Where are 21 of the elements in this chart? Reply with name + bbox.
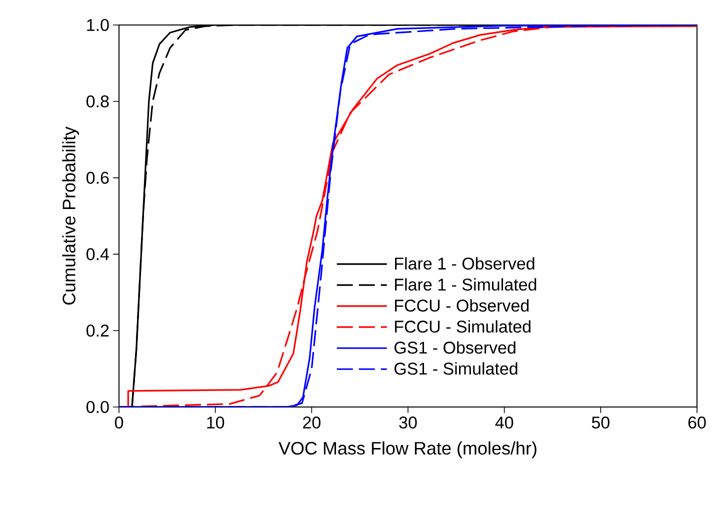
y-tick-label: 0.2 xyxy=(86,324,109,337)
legend-label: GS1 - Observed xyxy=(394,341,516,354)
legend-label: Flare 1 - Simulated xyxy=(395,278,536,291)
legend-label: FCCU - Simulated xyxy=(395,320,530,333)
x-tick-label: 60 xyxy=(688,416,706,429)
x-tick-label: 10 xyxy=(207,416,224,429)
y-tick-label: 0.4 xyxy=(86,248,109,260)
legend-label: Flare 1 - Observed xyxy=(395,257,534,270)
y-tick-label: 1.0 xyxy=(87,18,109,32)
y-axis-title: Cumulative Probability xyxy=(62,126,79,305)
y-tick-label: 0.0 xyxy=(86,400,109,414)
legend-label: FCCU - Observed xyxy=(395,299,529,312)
x-tick-label: 40 xyxy=(495,416,514,429)
legend-label: GS1 - Simulated xyxy=(394,362,518,375)
y-tick-label: 0.8 xyxy=(86,95,109,108)
x-tick-label: 30 xyxy=(399,416,417,429)
y-tick-label: 0.6 xyxy=(86,172,109,184)
x-tick-label: 50 xyxy=(592,416,610,429)
x-tick-label: 20 xyxy=(303,416,320,429)
x-tick-label: 0 xyxy=(114,416,124,429)
x-axis-title: VOC Mass Flow Rate (moles/hr) xyxy=(278,441,536,458)
